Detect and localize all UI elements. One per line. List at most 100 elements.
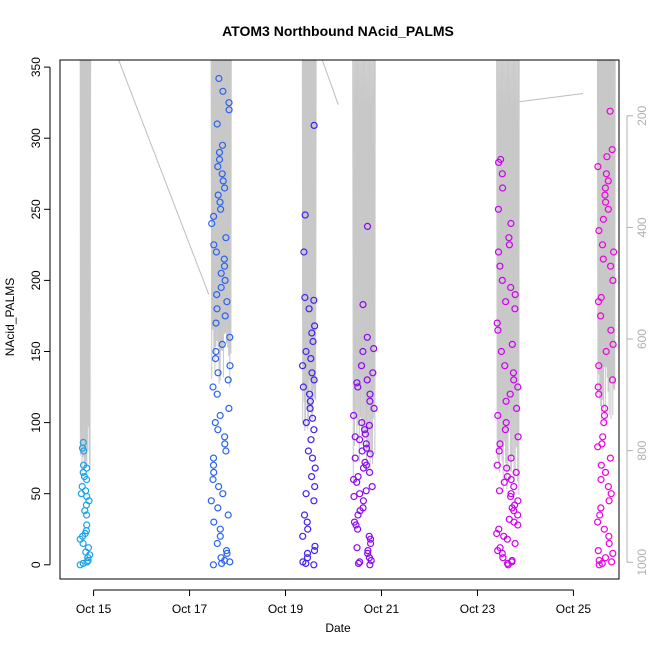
- data-point: [505, 515, 513, 523]
- data-point: [218, 141, 227, 149]
- right-tick-label: 400: [635, 217, 649, 237]
- data-point: [303, 554, 312, 562]
- data-point: [507, 454, 515, 462]
- series-5: [493, 155, 522, 569]
- data-point: [366, 561, 374, 569]
- data-point: [220, 262, 229, 270]
- data-point: [310, 561, 318, 569]
- data-point: [359, 347, 367, 356]
- data-point: [368, 483, 376, 491]
- data-point: [366, 397, 374, 405]
- data-point: [601, 184, 610, 192]
- data-point: [217, 205, 225, 213]
- data-point: [599, 215, 608, 223]
- data-point: [503, 473, 511, 481]
- data-point: [596, 511, 604, 519]
- data-point: [505, 241, 513, 249]
- data-point: [213, 291, 221, 299]
- data-point: [222, 546, 231, 555]
- data-point: [208, 219, 216, 228]
- data-point: [209, 454, 218, 462]
- data-point: [217, 269, 225, 277]
- data-point: [507, 490, 515, 498]
- data-point: [363, 376, 371, 384]
- data-point: [604, 483, 613, 491]
- data-point: [361, 430, 369, 438]
- data-point: [299, 532, 307, 540]
- data-point: [216, 532, 224, 540]
- data-point: [83, 521, 91, 529]
- y-tick-label: 350: [29, 57, 43, 77]
- data-point: [369, 369, 377, 377]
- data-point: [494, 326, 502, 334]
- x-axis-label: Date: [325, 621, 351, 635]
- data-point: [308, 473, 316, 481]
- data-point: [222, 447, 230, 455]
- data-point: [306, 404, 314, 412]
- data-point: [304, 525, 312, 533]
- data-point: [605, 539, 613, 548]
- data-point: [300, 248, 308, 256]
- data-point: [600, 404, 609, 412]
- data-point: [310, 546, 319, 555]
- data-point: [354, 383, 362, 391]
- data-point: [366, 390, 374, 398]
- data-point: [226, 362, 234, 370]
- data-point: [303, 518, 311, 526]
- data-point: [225, 404, 233, 412]
- data-point: [505, 234, 513, 242]
- data-point: [354, 525, 362, 533]
- data-point: [609, 549, 617, 558]
- data-point: [363, 222, 372, 230]
- data-point: [511, 305, 519, 313]
- data-point: [308, 414, 317, 422]
- data-point: [82, 511, 91, 519]
- data-point: [79, 468, 87, 476]
- data-point: [494, 248, 503, 256]
- data-point: [601, 198, 610, 206]
- data-point: [512, 468, 520, 476]
- data-point: [495, 447, 503, 455]
- data-points: [76, 74, 618, 569]
- data-point: [507, 283, 515, 292]
- data-point: [310, 376, 318, 384]
- series-1: [76, 438, 94, 569]
- y-tick-label: 0: [29, 561, 43, 568]
- data-point: [310, 426, 318, 434]
- data-point: [221, 312, 229, 320]
- x-tick-label: Oct 25: [556, 602, 592, 616]
- data-point: [303, 549, 312, 558]
- data-point: [214, 191, 222, 199]
- data-point: [495, 487, 504, 495]
- data-point: [226, 333, 234, 341]
- data-point: [308, 329, 316, 337]
- data-point: [357, 362, 366, 370]
- data-point: [362, 440, 370, 448]
- data-point: [213, 539, 221, 548]
- data-point: [350, 518, 359, 526]
- data-point: [497, 155, 505, 164]
- data-point: [209, 461, 218, 469]
- data-point: [359, 301, 367, 309]
- data-point: [310, 121, 318, 130]
- right-tick-label: 200: [635, 105, 649, 125]
- data-point: [209, 475, 217, 484]
- data-point: [498, 170, 506, 178]
- data-point: [595, 390, 603, 398]
- data-point: [495, 525, 503, 533]
- data-point: [354, 473, 362, 481]
- data-point: [365, 532, 373, 540]
- data-point: [311, 322, 319, 330]
- x-tick-label: Oct 23: [460, 602, 496, 616]
- data-point: [311, 464, 319, 472]
- data-point: [609, 248, 618, 256]
- data-point: [595, 227, 603, 235]
- data-point: [509, 369, 518, 377]
- data-point: [209, 383, 217, 391]
- data-point: [496, 544, 504, 552]
- data-point: [604, 177, 612, 185]
- data-point: [600, 411, 609, 420]
- data-point: [365, 421, 373, 429]
- data-point: [503, 464, 511, 472]
- data-point: [364, 549, 372, 558]
